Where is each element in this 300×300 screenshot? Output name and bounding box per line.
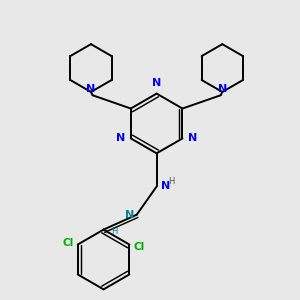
Text: N: N bbox=[160, 181, 170, 191]
Text: Cl: Cl bbox=[134, 242, 145, 252]
Text: N: N bbox=[188, 134, 198, 143]
Text: N: N bbox=[116, 134, 125, 143]
Text: N: N bbox=[152, 78, 161, 88]
Text: N: N bbox=[125, 210, 134, 220]
Text: H: H bbox=[168, 177, 174, 186]
Text: H: H bbox=[111, 227, 117, 236]
Text: N: N bbox=[218, 84, 227, 94]
Text: Cl: Cl bbox=[62, 238, 74, 248]
Text: N: N bbox=[86, 84, 96, 94]
